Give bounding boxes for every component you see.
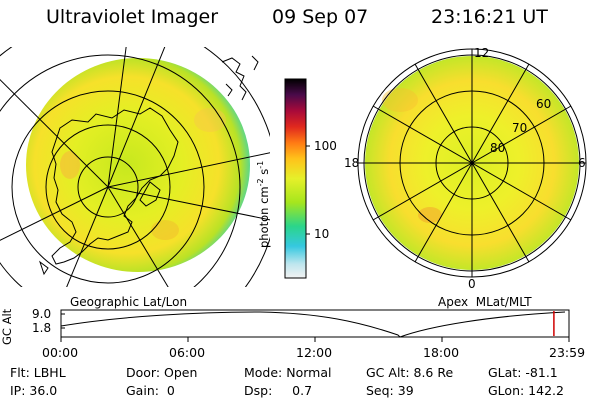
geographic-map — [0, 0, 330, 400]
auroral-image-left — [26, 58, 250, 272]
mlt-label-12: 12 — [474, 47, 489, 59]
mlat-label-60: 60 — [536, 98, 551, 110]
dsp-status: Dsp: 0.7 — [244, 385, 312, 398]
geographic-caption: Geographic Lat/Lon — [70, 296, 187, 308]
y-tick-low: 1.8 — [32, 322, 51, 334]
colorbar-scale — [285, 79, 306, 278]
timeline-y-label: GC Alt — [2, 309, 14, 345]
altitude-timeline — [61, 310, 569, 342]
timeline-frame — [61, 310, 569, 337]
apex-map — [358, 49, 586, 277]
filter-status: Flt: LBHL — [10, 367, 66, 380]
door-status: Door: Open — [126, 367, 197, 380]
mode-status: Mode: Normal — [244, 367, 331, 380]
mlt-label-18: 18 — [344, 157, 359, 169]
colorbar-unit-label: photon cm-2 s-1 — [257, 161, 270, 248]
colorbar-tick-10: 10 — [314, 228, 329, 240]
x-tick-1200: 12:00 — [296, 347, 332, 360]
geo-latitude-status: GLat: -81.1 — [488, 367, 558, 380]
mlt-label-0: 0 — [468, 278, 476, 290]
geo-longitude-status: GLon: 142.2 — [488, 385, 564, 398]
x-tick-0000: 00:00 — [42, 347, 78, 360]
gain-status: Gain: 0 — [126, 385, 175, 398]
mlt-label-6: 6 — [578, 157, 586, 169]
mlat-label-80: 80 — [490, 142, 505, 154]
mlat-label-70: 70 — [512, 122, 527, 134]
x-tick-2359: 23:59 — [549, 347, 585, 360]
gc-altitude-status: GC Alt: 8.6 Re — [366, 367, 453, 380]
ip-status: IP: 36.0 — [10, 385, 57, 398]
x-tick-1800: 18:00 — [423, 347, 459, 360]
sequence-status: Seq: 39 — [366, 385, 414, 398]
colorbar — [285, 79, 310, 278]
apex-caption: Apex MLat/MLT — [438, 296, 532, 308]
colorbar-tick-100: 100 — [314, 140, 337, 152]
mlt-lines — [358, 49, 586, 277]
y-tick-high: 9.0 — [32, 308, 51, 320]
x-tick-0600: 06:00 — [169, 347, 205, 360]
